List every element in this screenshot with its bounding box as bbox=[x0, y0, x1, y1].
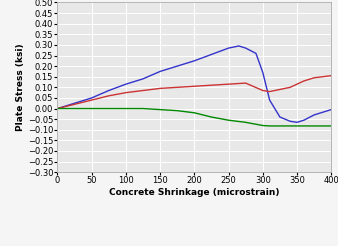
Y-axis label: Plate Stress (ksi): Plate Stress (ksi) bbox=[16, 44, 25, 131]
X-axis label: Concrete Shrinkage (microstrain): Concrete Shrinkage (microstrain) bbox=[109, 188, 280, 197]
